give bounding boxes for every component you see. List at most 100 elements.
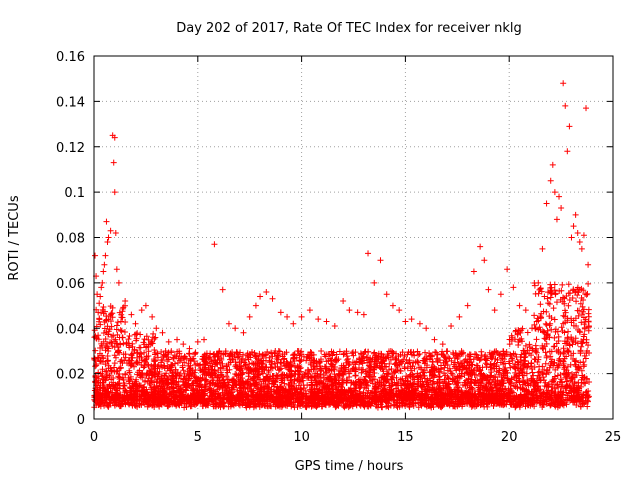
data-point <box>582 291 589 298</box>
data-point <box>516 337 523 344</box>
data-point <box>494 356 501 363</box>
data-point <box>210 390 217 397</box>
data-point <box>303 402 310 409</box>
data-point <box>547 294 554 301</box>
data-point <box>423 364 430 371</box>
data-point <box>570 287 577 294</box>
data-point <box>317 377 324 384</box>
data-point <box>561 329 568 336</box>
data-point <box>555 333 562 340</box>
data-point <box>99 306 106 313</box>
data-point <box>352 372 359 379</box>
data-point <box>98 340 105 347</box>
data-point <box>576 307 583 314</box>
data-point <box>572 361 579 368</box>
data-point <box>250 360 257 367</box>
data-point <box>536 399 543 406</box>
data-point <box>133 337 140 344</box>
data-point <box>107 339 114 346</box>
data-point <box>560 362 567 369</box>
data-point <box>388 350 395 357</box>
data-point <box>140 339 147 346</box>
data-point <box>508 388 515 395</box>
data-point <box>137 393 144 400</box>
data-point <box>111 352 118 359</box>
data-point <box>200 356 207 363</box>
data-point <box>160 353 167 360</box>
data-point <box>582 355 589 362</box>
data-point <box>329 382 336 389</box>
data-point <box>543 331 550 338</box>
data-point <box>104 372 111 379</box>
data-point <box>114 391 121 398</box>
data-point <box>150 363 157 370</box>
data-point <box>446 387 453 394</box>
data-point <box>574 326 581 333</box>
data-point <box>331 366 338 373</box>
data-point <box>416 351 423 358</box>
data-point <box>372 389 379 396</box>
data-point <box>565 328 572 335</box>
data-point <box>104 358 111 365</box>
data-point <box>338 371 345 378</box>
data-point <box>421 392 428 399</box>
data-point <box>330 349 337 356</box>
data-point <box>456 401 463 408</box>
data-point <box>558 383 565 390</box>
data-point <box>408 351 415 358</box>
grid-lines <box>94 56 613 419</box>
data-point <box>546 334 553 341</box>
data-point <box>569 294 576 301</box>
data-point <box>108 397 115 404</box>
data-point <box>100 303 107 310</box>
data-point <box>455 375 462 382</box>
data-point <box>138 361 145 368</box>
data-point <box>533 336 540 343</box>
data-point <box>116 349 123 356</box>
data-point <box>240 399 247 406</box>
data-point <box>478 348 485 355</box>
data-point <box>383 373 390 380</box>
data-point <box>577 347 584 354</box>
data-point <box>302 387 309 394</box>
data-point <box>137 344 144 351</box>
data-point <box>126 332 133 339</box>
data-point <box>422 358 429 365</box>
data-point <box>266 384 273 391</box>
data-point <box>274 363 281 370</box>
data-point <box>568 352 575 359</box>
data-point <box>496 365 503 372</box>
data-point <box>220 403 227 410</box>
data-point <box>303 357 310 364</box>
data-point <box>249 392 256 399</box>
data-point <box>313 358 320 365</box>
data-point <box>459 366 466 373</box>
data-point <box>550 343 557 350</box>
data-point <box>464 359 471 366</box>
data-point <box>441 390 448 397</box>
data-point <box>105 388 112 395</box>
data-point <box>535 317 542 324</box>
data-point <box>513 353 520 360</box>
data-point <box>540 328 547 335</box>
data-point <box>433 355 440 362</box>
data-point <box>320 383 327 390</box>
data-point <box>307 361 314 368</box>
data-point <box>117 403 124 410</box>
data-point <box>195 362 202 369</box>
data-point <box>415 404 422 411</box>
data-point <box>331 357 338 364</box>
data-point <box>167 366 174 373</box>
data-point <box>143 354 150 361</box>
data-point <box>404 374 411 381</box>
data-point <box>244 364 251 371</box>
data-point <box>385 352 392 359</box>
data-point <box>429 364 436 371</box>
data-point <box>260 378 267 385</box>
data-point <box>539 390 546 397</box>
data-point <box>412 359 419 366</box>
data-point <box>557 371 564 378</box>
data-point <box>401 387 408 394</box>
data-point <box>512 327 519 334</box>
data-point <box>217 372 224 379</box>
